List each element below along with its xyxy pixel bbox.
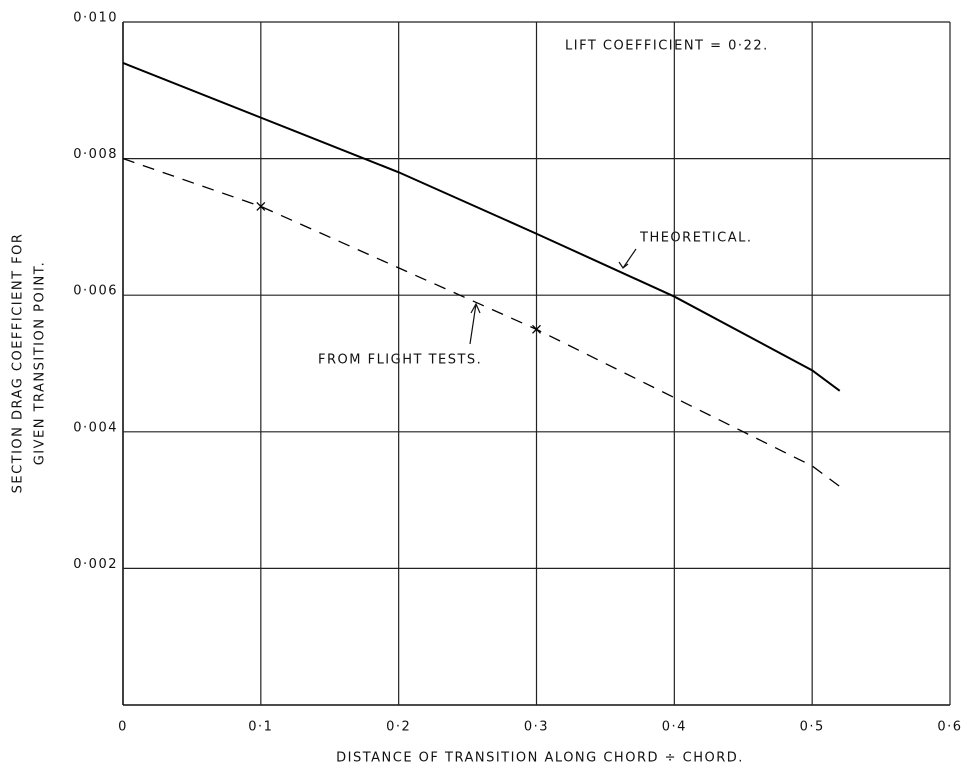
x-tick-label: 0·3 [524,720,549,735]
y-axis-label: GIVEN TRANSITION POINT. [33,261,48,466]
annotation: LIFT COEFFICIENT = 0·22. [565,39,769,54]
series-label: THEORETICAL. [639,231,753,246]
x-tick-label: 0·2 [386,720,411,735]
x-tick-label: 0·4 [662,720,687,735]
leader-arrow [469,302,481,345]
x-tick-label: 0·1 [248,720,273,735]
y-tick-label: 0·002 [73,557,118,572]
x-tick-label: 0·5 [800,720,825,735]
x-axis-label: DISTANCE OF TRANSITION ALONG CHORD ÷ CHO… [336,751,744,766]
y-tick-label: 0·006 [73,284,118,299]
point-marker [532,324,541,334]
y-axis-label: SECTION DRAG COEFFICIENT FOR [11,233,26,494]
line [122,62,841,392]
point-marker [256,201,266,211]
series-label: FROM FLIGHT TESTS. [318,353,482,368]
x-tick-label: 0 [118,720,128,735]
y-tick-label: 0·010 [73,11,118,26]
line [122,157,841,487]
y-tick-label: 0·004 [73,420,118,435]
x-tick-label: 0·6 [937,720,962,735]
leader-arrow [618,248,637,269]
y-tick-label: 0·008 [73,147,118,162]
